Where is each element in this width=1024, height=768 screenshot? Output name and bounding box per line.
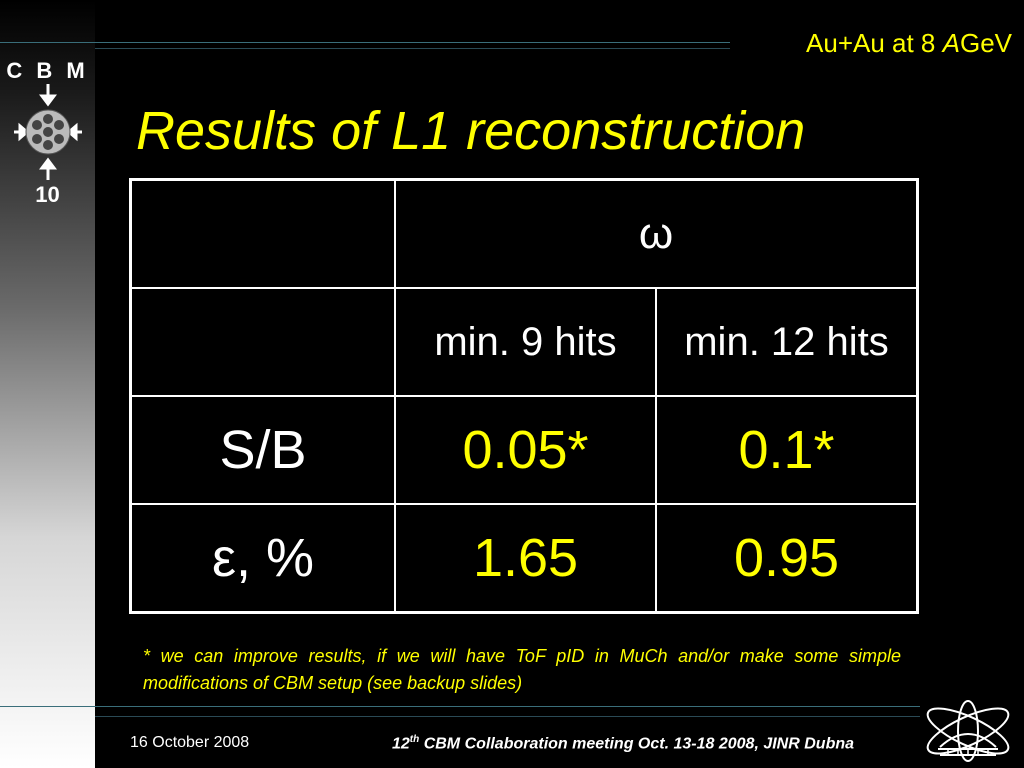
logo-cbm-text: C B M — [6, 58, 89, 83]
bottom-divider-line-2 — [95, 716, 920, 717]
footer-date: 16 October 2008 — [130, 734, 250, 751]
bottom-divider-line — [0, 706, 920, 707]
top-divider-line — [0, 42, 730, 43]
row-label-efficiency: ε, % — [129, 503, 396, 614]
footer-meeting: 12th CBM Collaboration meeting Oct. 13-1… — [392, 734, 855, 753]
table-cell-empty — [129, 178, 396, 289]
column-header-min-12-hits: min. 12 hits — [655, 287, 919, 397]
row-label-sb: S/B — [129, 395, 396, 505]
page-title: Results of L1 reconstruction — [136, 101, 806, 161]
footnote: * we can improve results, if we will hav… — [143, 646, 901, 693]
column-header-min-9-hits: min. 9 hits — [394, 287, 657, 397]
cell-value: 1.65 — [394, 503, 657, 614]
table-cell-empty — [129, 287, 396, 397]
cbm-detector-logo-icon — [14, 84, 82, 180]
jinr-logo-icon — [926, 700, 1010, 762]
table-row: ε, % 1.65 0.95 — [129, 503, 919, 614]
results-table: ω min. 9 hits min. 12 hits S/B 0.05* 0.1… — [129, 178, 919, 614]
cell-value: 0.95 — [655, 503, 919, 614]
table-header-omega: ω — [394, 178, 919, 289]
table-row: min. 9 hits min. 12 hits — [129, 287, 919, 397]
table-row: S/B 0.05* 0.1* — [129, 395, 919, 505]
logo-number: 10 — [35, 182, 60, 207]
top-divider-line-2 — [95, 48, 730, 49]
table-row: ω — [129, 178, 919, 289]
cell-value: 0.1* — [655, 395, 919, 505]
slide-subtitle: Au+Au at 8 AGeV — [806, 28, 1012, 58]
cell-value: 0.05* — [394, 395, 657, 505]
